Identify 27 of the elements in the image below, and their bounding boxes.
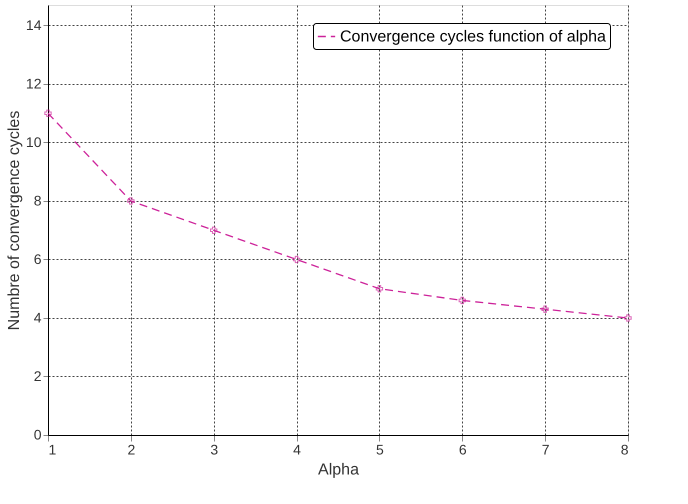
- y-tick-label: 12: [26, 75, 42, 92]
- legend-label: Convergence cycles function of alpha: [340, 28, 606, 46]
- y-tick-label: 2: [34, 368, 42, 384]
- point: [541, 306, 549, 313]
- y-tick-label: 8: [34, 192, 42, 208]
- x-tick-label: 6: [458, 442, 467, 458]
- x-tick-label: 3: [210, 442, 218, 458]
- y-tick-label: 6: [34, 250, 42, 267]
- x-tick-label: 1: [48, 442, 56, 458]
- point: [44, 110, 52, 117]
- x-axis-title: Alpha: [318, 462, 360, 478]
- y-tick-label: 14: [26, 16, 42, 33]
- point: [624, 314, 632, 322]
- y-tick-label: 10: [26, 134, 42, 150]
- point: [210, 226, 218, 234]
- x-tick-label: 2: [127, 442, 136, 458]
- x-tick-label: 5: [376, 442, 384, 458]
- y-axis-title: Numbre of convergence cycles: [6, 110, 23, 330]
- x-tick-label: 7: [542, 442, 550, 458]
- x-tick-label: 8: [620, 442, 629, 458]
- y-tick-label: 0: [34, 426, 42, 442]
- point: [376, 285, 384, 292]
- point: [292, 256, 300, 264]
- point: [127, 197, 135, 205]
- y-tick-label: 4: [34, 309, 42, 326]
- x-tick-label: 4: [293, 442, 302, 458]
- point: [458, 296, 466, 304]
